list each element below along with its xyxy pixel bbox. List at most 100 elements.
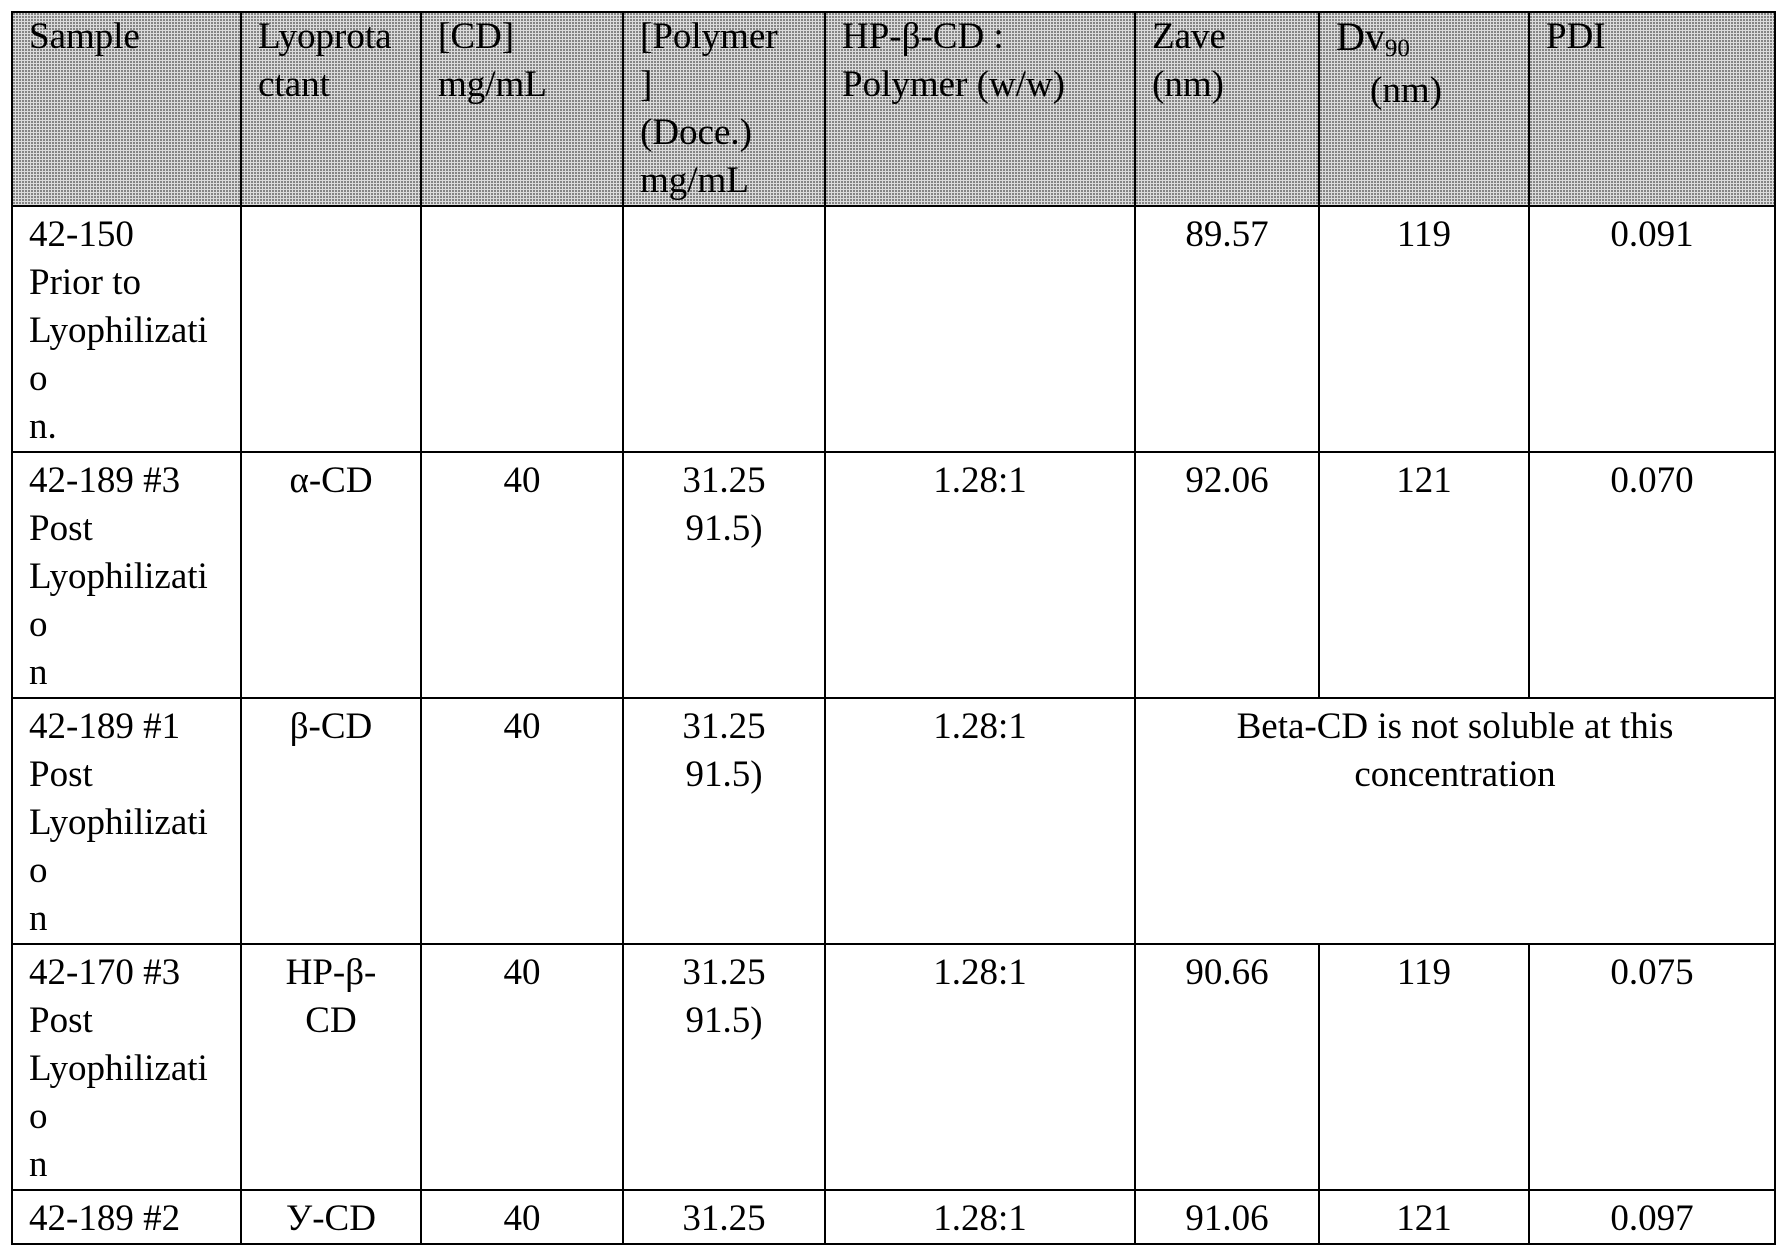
header-row: Sample Lyoprota ctant [CD] mg/mL [Polyme… xyxy=(12,12,1775,206)
cell-lyoprotectant-line-2: CD xyxy=(258,997,404,1045)
cell-lyoprotectant-line-1: У-CD xyxy=(258,1195,404,1243)
cell-polymer-line-2: 91.5) xyxy=(640,751,808,799)
header-zave-line-1: Zave xyxy=(1152,13,1302,61)
cell-polymer-line-1: 31.25 xyxy=(640,703,808,751)
cell-ratio: 1.28:1 xyxy=(825,452,1135,698)
cell-zave: 91.06 xyxy=(1135,1190,1319,1244)
cell-polymer: 31.25 91.5) xyxy=(623,944,825,1190)
header-polymer-line-3: (Doce.) xyxy=(640,109,808,157)
cell-lyoprotectant-line-1: β-CD xyxy=(258,703,404,751)
cell-cd: 40 xyxy=(421,1190,623,1244)
cell-polymer-line-2: 91.5) xyxy=(640,997,808,1045)
header-cd-line-1: [CD] xyxy=(438,13,606,61)
cell-ratio: 1.28:1 xyxy=(825,698,1135,944)
header-dv90-line-1: Dv90 xyxy=(1336,13,1512,67)
cell-pdi: 0.075 xyxy=(1529,944,1775,1190)
cell-solubility-note: Beta-CD is not soluble at this concentra… xyxy=(1135,698,1775,944)
cell-sample-line-2: Prior to xyxy=(29,259,224,307)
cell-cd: 40 xyxy=(421,944,623,1190)
header-ratio-line-2: Polymer (w/w) xyxy=(842,61,1118,109)
cell-sample: 42-170 #3 Post Lyophilizatio n xyxy=(12,944,241,1190)
header-polymer-line-2: ] xyxy=(640,61,808,109)
cell-note-line-1: Beta-CD is not soluble at this xyxy=(1152,703,1758,751)
cell-lyoprotectant: β-CD xyxy=(241,698,421,944)
cell-sample-line-1: 42-150 xyxy=(29,211,224,259)
header-sample: Sample xyxy=(12,12,241,206)
cell-sample-line-1: 42-189 #1 xyxy=(29,703,224,751)
header-polymer: [Polymer ] (Doce.) mg/mL xyxy=(623,12,825,206)
table-row: 42-189 #2 У-CD 40 31.25 1.28:1 91.06 121… xyxy=(12,1190,1775,1244)
header-dv90: Dv90 (nm) xyxy=(1319,12,1529,206)
cell-sample-line-2: Post xyxy=(29,997,224,1045)
cell-pdi: 0.091 xyxy=(1529,206,1775,452)
cell-polymer-line-1: 31.25 xyxy=(640,949,808,997)
cell-polymer-line-2: 91.5) xyxy=(640,505,808,553)
cell-zave: 90.66 xyxy=(1135,944,1319,1190)
header-pdi-text: PDI xyxy=(1546,13,1758,61)
cell-lyoprotectant: У-CD xyxy=(241,1190,421,1244)
cell-ratio xyxy=(825,206,1135,452)
cell-sample: 42-189 #2 xyxy=(12,1190,241,1244)
cell-sample-line-4: n xyxy=(29,649,224,697)
header-dv90-main: Dv xyxy=(1336,14,1385,59)
cell-lyoprotectant xyxy=(241,206,421,452)
cell-cd xyxy=(421,206,623,452)
cell-lyoprotectant-line-1: HP-β- xyxy=(258,949,404,997)
header-lyoprotectant-line-1: Lyoprota xyxy=(258,13,404,61)
cell-polymer-line-1: 31.25 xyxy=(640,1195,808,1243)
cell-polymer-line-1: 31.25 xyxy=(640,457,808,505)
header-cd: [CD] mg/mL xyxy=(421,12,623,206)
cell-dv90: 121 xyxy=(1319,1190,1529,1244)
table-row: 42-170 #3 Post Lyophilizatio n HP-β- CD … xyxy=(12,944,1775,1190)
header-lyoprotectant: Lyoprota ctant xyxy=(241,12,421,206)
header-ratio: HP-β-CD : Polymer (w/w) xyxy=(825,12,1135,206)
cell-zave: 89.57 xyxy=(1135,206,1319,452)
header-lyoprotectant-line-2: ctant xyxy=(258,61,404,109)
cell-sample-line-4: n xyxy=(29,1141,224,1189)
header-sample-text: Sample xyxy=(29,13,224,61)
header-zave-line-2: (nm) xyxy=(1152,61,1302,109)
header-dv90-unit: (nm) xyxy=(1336,67,1512,115)
cell-ratio: 1.28:1 xyxy=(825,1190,1135,1244)
cell-lyoprotectant: α-CD xyxy=(241,452,421,698)
cell-sample-line-1: 42-189 #2 xyxy=(29,1195,224,1243)
cell-sample: 42-189 #3 Post Lyophilizatio n xyxy=(12,452,241,698)
data-table: Sample Lyoprota ctant [CD] mg/mL [Polyme… xyxy=(11,11,1776,1245)
cell-sample-line-2: Post xyxy=(29,751,224,799)
header-dv90-subscript: 90 xyxy=(1385,35,1410,62)
cell-polymer: 31.25 91.5) xyxy=(623,452,825,698)
header-cd-line-2: mg/mL xyxy=(438,61,606,109)
cell-sample-line-4: n xyxy=(29,895,224,943)
cell-sample: 42-150 Prior to Lyophilizatio n. xyxy=(12,206,241,452)
cell-sample-line-3: Lyophilizatio xyxy=(29,1045,224,1141)
header-polymer-line-1: [Polymer xyxy=(640,13,808,61)
cell-note-line-2: concentration xyxy=(1152,751,1758,799)
cell-ratio: 1.28:1 xyxy=(825,944,1135,1190)
table-row: 42-189 #1 Post Lyophilizatio n β-CD 40 3… xyxy=(12,698,1775,944)
table-row: 42-150 Prior to Lyophilizatio n. 89.57 1… xyxy=(12,206,1775,452)
cell-lyoprotectant: HP-β- CD xyxy=(241,944,421,1190)
cell-dv90: 119 xyxy=(1319,944,1529,1190)
cell-sample-line-4: n. xyxy=(29,403,224,451)
cell-sample-line-3: Lyophilizatio xyxy=(29,553,224,649)
header-ratio-line-1: HP-β-CD : xyxy=(842,13,1118,61)
cell-pdi: 0.097 xyxy=(1529,1190,1775,1244)
cell-dv90: 121 xyxy=(1319,452,1529,698)
cell-zave: 92.06 xyxy=(1135,452,1319,698)
cell-polymer: 31.25 91.5) xyxy=(623,698,825,944)
header-polymer-line-4: mg/mL xyxy=(640,157,808,205)
cell-sample-line-1: 42-170 #3 xyxy=(29,949,224,997)
cell-sample: 42-189 #1 Post Lyophilizatio n xyxy=(12,698,241,944)
header-zave: Zave (nm) xyxy=(1135,12,1319,206)
cell-sample-line-3: Lyophilizatio xyxy=(29,799,224,895)
cell-cd: 40 xyxy=(421,452,623,698)
cell-dv90: 119 xyxy=(1319,206,1529,452)
cell-lyoprotectant-line-1: α-CD xyxy=(258,457,404,505)
cell-polymer xyxy=(623,206,825,452)
cell-polymer: 31.25 xyxy=(623,1190,825,1244)
cell-sample-line-3: Lyophilizatio xyxy=(29,307,224,403)
cell-sample-line-1: 42-189 #3 xyxy=(29,457,224,505)
cell-pdi: 0.070 xyxy=(1529,452,1775,698)
header-pdi: PDI xyxy=(1529,12,1775,206)
cell-sample-line-2: Post xyxy=(29,505,224,553)
